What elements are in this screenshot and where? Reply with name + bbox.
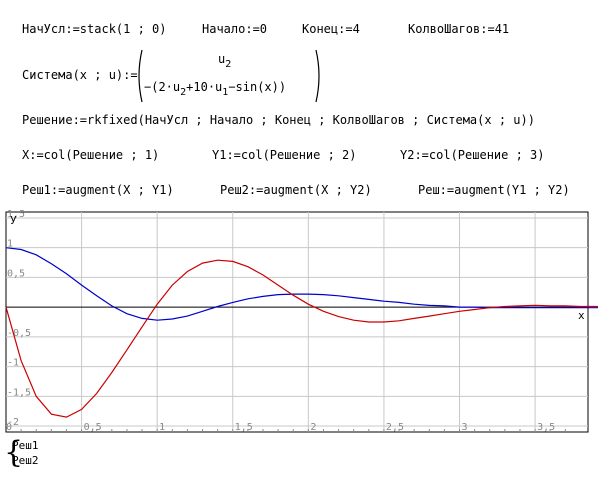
y-tick-label: 1 (7, 239, 13, 250)
x-tick-label: 0 (6, 422, 12, 433)
end-def[interactable]: Конец:=4 (302, 22, 360, 36)
matrix-brackets (138, 49, 320, 103)
augment-r2-def[interactable]: Реш2:=augment(X ; Y2) (220, 183, 372, 197)
y-tick-label: -2 (7, 417, 19, 428)
y-tick-label: -0,5 (7, 328, 31, 339)
matrix-row-2: −(2·u2+10·u1−sin(x)) (144, 80, 287, 98)
series-line-2 (5, 259, 598, 418)
augment-r1-def[interactable]: Реш1:=augment(X ; Y1) (22, 183, 174, 197)
col-y2-def[interactable]: Y2:=col(Решение ; 3) (400, 148, 545, 162)
row1-sub: 2 (225, 59, 232, 70)
steps-def[interactable]: КолвоШагов:=41 (408, 22, 510, 36)
initial-conditions-def[interactable]: НачУсл:=stack(1 ; 0) (22, 22, 167, 36)
row2-part-b: +10·u (186, 80, 223, 94)
solution-plot[interactable]: 0 0,5 1 1,5 2 2,5 3 3,5 1,5 1 0,5 -0,5 -1 -1,5 -2 y x (0, 208, 598, 436)
legend-item-1: Реш1 (12, 439, 39, 452)
system-lhs: Система(x ; u):= (22, 68, 138, 82)
y-tick-label: -1 (7, 358, 19, 369)
legend-item-2: Реш2 (12, 454, 39, 467)
row2-sub-b: 1 (222, 87, 229, 98)
x-tick-label: 1 (159, 422, 165, 433)
matrix-row-1: u2 (218, 52, 232, 70)
x-tick-label: 3 (462, 422, 468, 433)
plot-legend: { Реш1 Реш2 (4, 438, 39, 468)
row1-main: u (218, 52, 226, 66)
y-axis-label: y (10, 212, 17, 225)
y-tick-label: 0,5 (7, 268, 25, 279)
solution-def[interactable]: Решение:=rkfixed(НачУсл ; Начало ; Конец… (22, 113, 535, 127)
col-x-def[interactable]: X:=col(Решение ; 1) (22, 148, 160, 162)
x-tick-label: 3,5 (537, 422, 555, 433)
legend-brace: { (4, 435, 24, 470)
row2-sub-a: 2 (180, 87, 187, 98)
x-tick-label: 2 (310, 422, 316, 433)
series-line-1 (5, 247, 598, 321)
x-axis-label: x (578, 309, 585, 322)
col-y1-def[interactable]: Y1:=col(Решение ; 2) (212, 148, 357, 162)
x-tick-label: 2,5 (386, 422, 404, 433)
x-tick-label: 0,5 (84, 422, 102, 433)
row2-part-a: −(2·u (144, 80, 181, 94)
x-tick-label: 1,5 (235, 422, 253, 433)
start-def[interactable]: Начало:=0 (202, 22, 268, 36)
row2-part-c: −sin(x)) (228, 80, 287, 94)
plot-frame (5, 211, 589, 433)
augment-r-def[interactable]: Реш:=augment(Y1 ; Y2) (418, 183, 570, 197)
y-tick-label: -1,5 (7, 387, 31, 398)
y-tick-label: 1,5 (7, 209, 25, 220)
